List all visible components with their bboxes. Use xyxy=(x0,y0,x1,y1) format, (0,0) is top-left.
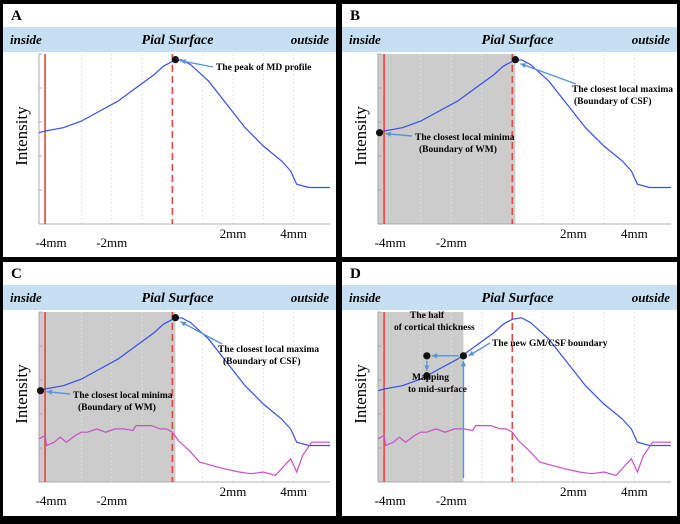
marker-point xyxy=(423,352,431,360)
annotation-label: (Boundary of WM) xyxy=(78,402,156,413)
header-outside: outside xyxy=(291,290,330,305)
y-axis-label: Intensity xyxy=(351,106,370,166)
x-tick-label: 2mm xyxy=(220,226,247,241)
x-tick-label: 4mm xyxy=(621,226,648,241)
x-tick-label: 2mm xyxy=(560,484,587,499)
annotation-label: (Boundary of CSF) xyxy=(574,96,652,107)
header-band xyxy=(342,285,677,310)
annotation-label: The closest local minima xyxy=(415,133,515,143)
panel-letter: A xyxy=(11,8,22,24)
annotation-arrowhead xyxy=(460,360,467,367)
panel-letter: C xyxy=(11,266,22,282)
annotation-label: of cortical thickness xyxy=(394,323,475,333)
annotation-arrowhead xyxy=(424,365,430,371)
panel-letter: B xyxy=(350,8,360,24)
annotation-label: The closest local maxima xyxy=(572,85,673,95)
annotation-label: The closest local maxima xyxy=(218,345,319,355)
annotation-arrowhead xyxy=(180,321,187,327)
md-profile-line xyxy=(377,59,671,189)
annotation-arrowhead xyxy=(180,59,187,65)
header-outside: outside xyxy=(632,32,671,47)
panel-letter: D xyxy=(350,266,361,282)
marker-point xyxy=(36,387,45,395)
header-inside: inside xyxy=(10,290,42,305)
shaded-region xyxy=(378,54,516,224)
annotation-arrowhead xyxy=(468,350,475,356)
header-inside: inside xyxy=(349,32,381,47)
second-profile-line xyxy=(38,425,330,477)
marker-point xyxy=(375,129,384,137)
x-tick-label: -4mm xyxy=(36,493,67,508)
header-outside: outside xyxy=(632,290,671,305)
annotation-label: (Boundary of CSF) xyxy=(223,356,301,367)
x-tick-label: -2mm xyxy=(436,235,467,250)
shaded-region xyxy=(39,312,176,482)
annotation-arrowhead xyxy=(520,63,527,68)
annotation-label: Mapping xyxy=(412,373,449,383)
marker-point xyxy=(511,56,519,64)
second-profile-line xyxy=(377,425,671,477)
x-tick-label: -4mm xyxy=(36,235,67,250)
y-axis-label: Intensity xyxy=(351,364,370,424)
x-tick-label: -2mm xyxy=(96,235,127,250)
annotation-label: The closest local minima xyxy=(73,391,173,401)
header-outside: outside xyxy=(291,32,330,47)
annotation-arrowhead xyxy=(431,353,438,359)
x-tick-label: -2mm xyxy=(96,493,127,508)
y-axis-label: Intensity xyxy=(12,364,31,424)
y-axis-label: Intensity xyxy=(12,106,31,166)
x-tick-label: 2mm xyxy=(220,484,247,499)
header-title: Pial Surface xyxy=(142,33,214,48)
x-tick-label: 4mm xyxy=(280,226,307,241)
header-inside: inside xyxy=(349,290,381,305)
marker-point xyxy=(171,56,180,64)
header-title: Pial Surface xyxy=(482,291,554,306)
x-tick-label: -4mm xyxy=(375,493,406,508)
annotation-label: The half xyxy=(410,311,445,321)
annotation-label: The peak of MD profile xyxy=(216,63,311,73)
annotation-arrow xyxy=(180,59,214,68)
header-inside: inside xyxy=(10,32,42,47)
annotation-label: (Boundary of WM) xyxy=(419,144,497,155)
annotation-arrowhead xyxy=(46,389,53,395)
marker-point xyxy=(171,314,180,322)
x-tick-label: 2mm xyxy=(560,226,587,241)
annotation-arrow xyxy=(180,321,223,345)
header-band xyxy=(3,27,336,52)
marker-point xyxy=(423,372,431,380)
header-band xyxy=(3,285,336,310)
x-tick-label: -2mm xyxy=(436,493,467,508)
marker-point xyxy=(459,352,468,360)
header-title: Pial Surface xyxy=(142,291,214,306)
x-tick-label: 4mm xyxy=(621,484,648,499)
x-tick-label: 4mm xyxy=(280,484,307,499)
annotation-arrow xyxy=(520,63,577,85)
annotation-label: The new GM/CSF boundary xyxy=(492,339,608,349)
header-title: Pial Surface xyxy=(482,33,554,48)
x-tick-label: -4mm xyxy=(375,235,406,250)
annotation-label: to mid-surface xyxy=(408,385,467,395)
header-band xyxy=(342,27,677,52)
md-profile-line xyxy=(38,59,330,189)
annotation-arrowhead xyxy=(385,131,392,137)
md-profile-line xyxy=(38,317,330,447)
